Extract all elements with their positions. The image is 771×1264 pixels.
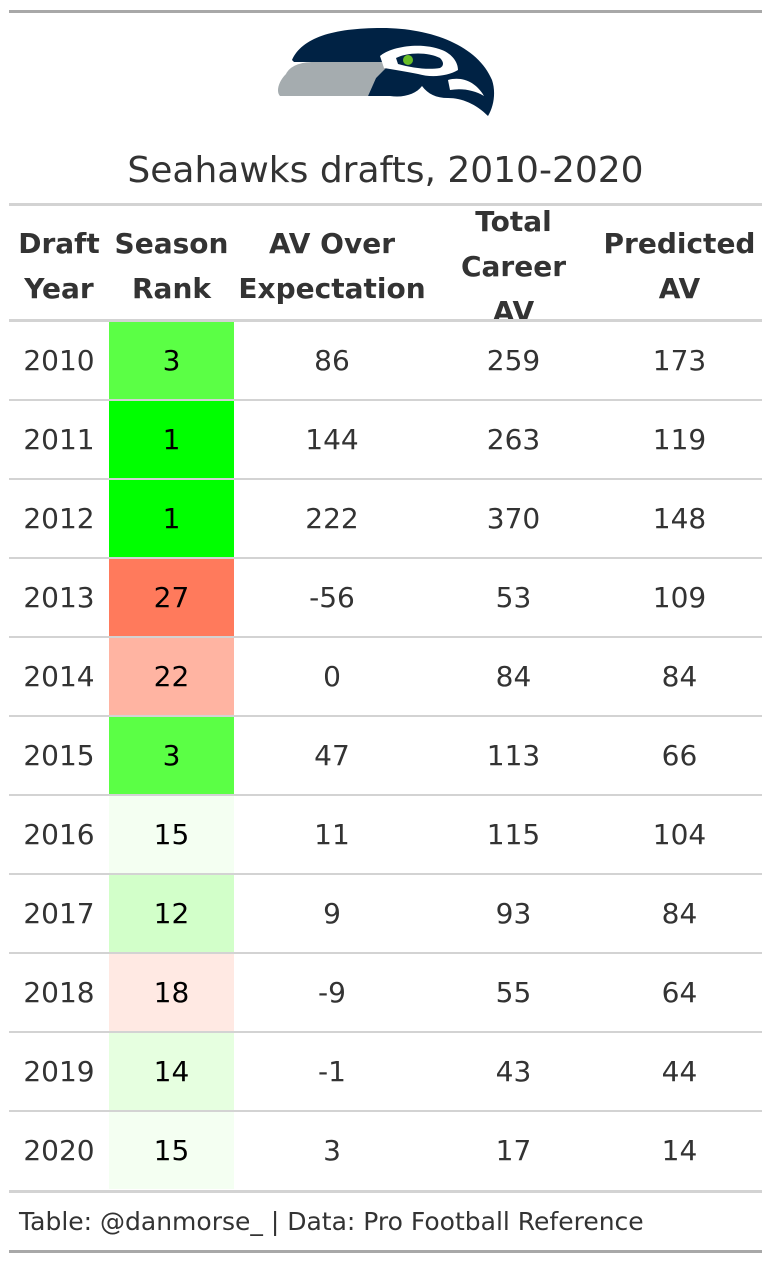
logo-navy-head [292,28,495,116]
cell-avoe-2020: 3 [323,1134,341,1167]
row-divider [9,1110,762,1112]
row-divider [9,399,762,401]
top-rule [9,10,762,13]
cell-pred-2010: 173 [652,344,707,377]
cell-year-2013: 2013 [23,581,95,614]
cell-rank-2020: 15 [109,1112,234,1189]
cell-avoe-2016: 11 [314,818,350,851]
chart-title: Seahawks drafts, 2010-2020 [127,150,644,191]
cell-rank-2016: 15 [109,796,234,873]
cell-total-2017: 93 [495,897,532,930]
cell-total-2013: 53 [495,581,532,614]
cell-total-2016: 115 [486,818,541,851]
cell-rank-2012: 1 [109,480,234,557]
cell-year-2012: 2012 [23,502,95,535]
cell-year-2020: 2020 [23,1134,95,1167]
seahawks-logo-icon [278,28,495,116]
row-divider [9,557,762,559]
cell-year-2016: 2016 [23,818,95,851]
cell-avoe-2019: -1 [318,1055,346,1088]
cell-total-2019: 43 [495,1055,532,1088]
logo-green-eye [403,55,413,65]
row-divider [9,478,762,480]
cell-pred-2013: 109 [652,581,707,614]
cell-year-2014: 2014 [23,660,95,693]
row-divider [9,636,762,638]
footer-rule [9,1250,762,1253]
cell-total-2014: 84 [495,660,532,693]
header-pred: Predicted AV [603,227,756,305]
cell-pred-2015: 66 [661,739,698,772]
logo-beak-white [448,78,484,96]
row-divider [9,794,762,796]
cell-rank-2019: 14 [109,1033,234,1110]
cell-pred-2016: 104 [652,818,707,851]
cell-total-2020: 17 [495,1134,532,1167]
cell-total-2015: 113 [486,739,541,772]
table-footer: Table: @danmorse_ | Data: Pro Football R… [19,1207,644,1236]
cell-pred-2018: 64 [661,976,698,1009]
header-rank: Season Rank [114,227,229,305]
header-avoe: AV Over Expectation [238,227,426,305]
cell-rank-2018: 18 [109,954,234,1031]
cell-rank-2011: 1 [109,401,234,478]
cell-rank-2010: 3 [109,322,234,399]
cell-year-2015: 2015 [23,739,95,772]
cell-avoe-2010: 86 [314,344,350,377]
cell-pred-2012: 148 [652,502,707,535]
cell-rank-2017: 12 [109,875,234,952]
cell-pred-2011: 119 [652,423,707,456]
cell-total-2012: 370 [486,502,541,535]
header-total: Total Career AV [460,204,567,328]
header-year: Draft Year [18,227,100,305]
row-divider [9,952,762,954]
title-rule [9,203,762,206]
row-divider [9,873,762,875]
cell-total-2018: 55 [495,976,532,1009]
cell-rank-2015: 3 [109,717,234,794]
cell-year-2018: 2018 [23,976,95,1009]
cell-pred-2019: 44 [661,1055,698,1088]
row-divider [9,715,762,717]
cell-avoe-2018: -9 [318,976,346,1009]
cell-year-2010: 2010 [23,344,95,377]
cell-avoe-2013: -56 [309,581,355,614]
cell-pred-2014: 84 [661,660,698,693]
cell-pred-2020: 14 [661,1134,698,1167]
cell-year-2017: 2017 [23,897,95,930]
cell-rank-2014: 22 [109,638,234,715]
cell-avoe-2012: 222 [305,502,359,535]
cell-year-2011: 2011 [23,423,95,456]
header-rule [9,319,762,322]
cell-avoe-2017: 9 [323,897,341,930]
logo-grey-wing [278,62,394,96]
cell-pred-2017: 84 [661,897,698,930]
cell-avoe-2011: 144 [305,423,359,456]
row-divider [9,1031,762,1033]
cell-rank-2013: 27 [109,559,234,636]
cell-year-2019: 2019 [23,1055,95,1088]
cell-total-2011: 263 [486,423,541,456]
cell-avoe-2015: 47 [314,739,350,772]
bottom-rule [9,1190,762,1193]
cell-total-2010: 259 [486,344,541,377]
cell-avoe-2014: 0 [323,660,341,693]
